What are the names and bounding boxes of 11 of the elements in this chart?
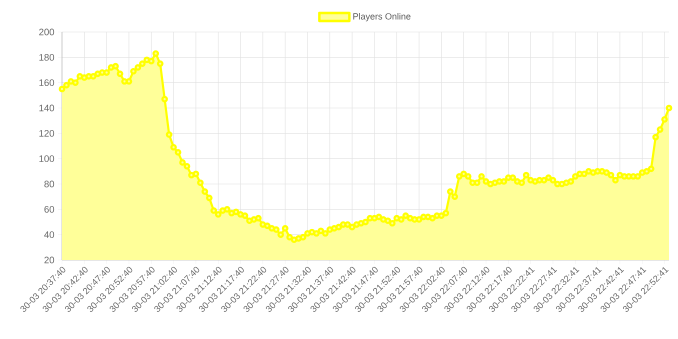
y-tick-label: 100: [39, 155, 54, 162]
y-tick-label: 40: [44, 231, 54, 238]
y-tick-label: 20: [44, 256, 54, 264]
y-tick-label: 140: [39, 104, 54, 112]
y-tick-label: 160: [39, 79, 54, 86]
y-tick-label: 120: [39, 130, 54, 137]
y-tick-label: 60: [44, 206, 54, 213]
y-tick-label: 80: [44, 180, 54, 188]
y-tick-label: 180: [39, 54, 54, 61]
y-tick-label: 200: [39, 28, 54, 36]
legend-label: Players Online: [353, 12, 410, 22]
